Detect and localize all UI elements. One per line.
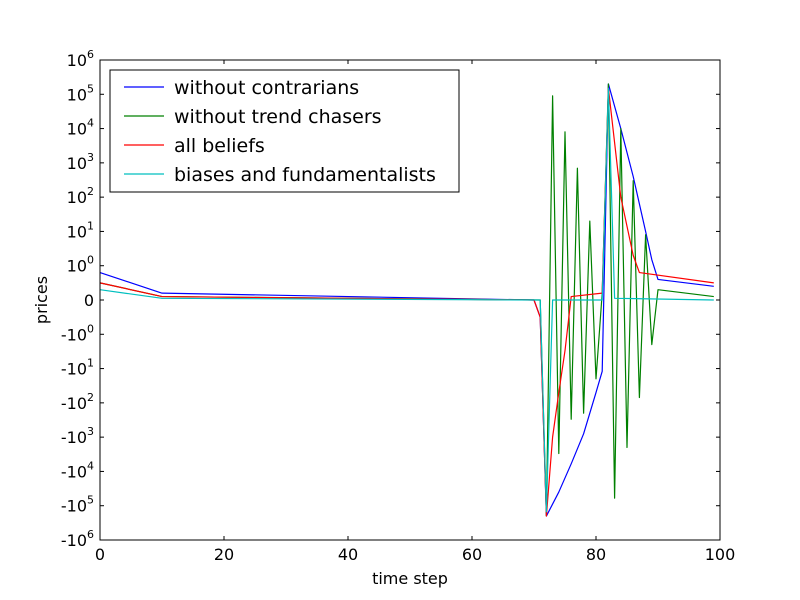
x-tick-label: 80 [586, 545, 606, 564]
y-tick-label: 104 [67, 117, 94, 139]
legend: without contrarians without trend chasers… [109, 69, 460, 193]
x-tick-label: 40 [338, 545, 358, 564]
y-tick-label: 103 [67, 151, 94, 173]
legend-label: all beliefs [174, 135, 265, 157]
y-tick-label: 102 [67, 185, 94, 207]
legend-box [109, 69, 460, 193]
series-line-1 [99, 83, 714, 517]
y-tick-label: -101 [61, 357, 94, 379]
y-tick-label: 100 [67, 254, 94, 276]
x-axis-label: time step [372, 569, 448, 588]
legend-label: without trend chasers [174, 106, 382, 128]
x-tick-label: 60 [462, 545, 482, 564]
y-tick-label: -100 [61, 322, 94, 344]
y-tick-label: -106 [61, 528, 94, 550]
y-tick-label: 101 [67, 219, 94, 241]
y-tick-label: 0 [84, 291, 94, 310]
y-tick-label: -102 [61, 391, 94, 413]
y-tick-label: -104 [61, 459, 94, 481]
x-tick-label: 100 [705, 545, 736, 564]
series-line-2 [99, 87, 714, 517]
x-axis: 0 20 40 60 80 100 [95, 60, 735, 564]
y-tick-label: -105 [61, 494, 94, 516]
y-tick-label: -103 [61, 425, 94, 447]
x-tick-label: 0 [95, 545, 105, 564]
legend-label: biases and fundamentalists [174, 164, 436, 186]
y-tick-label: 105 [67, 82, 94, 104]
y-axis: 106 105 104 103 102 101 100 0 -100 -101 -102 -103 -1… [61, 48, 720, 550]
y-tick-label: 106 [67, 48, 94, 70]
legend-label: without contrarians [174, 77, 359, 99]
series-line-3 [99, 87, 714, 513]
series-layer [99, 83, 714, 517]
y-axis-label: prices [32, 276, 51, 324]
x-tick-label: 20 [214, 545, 234, 564]
